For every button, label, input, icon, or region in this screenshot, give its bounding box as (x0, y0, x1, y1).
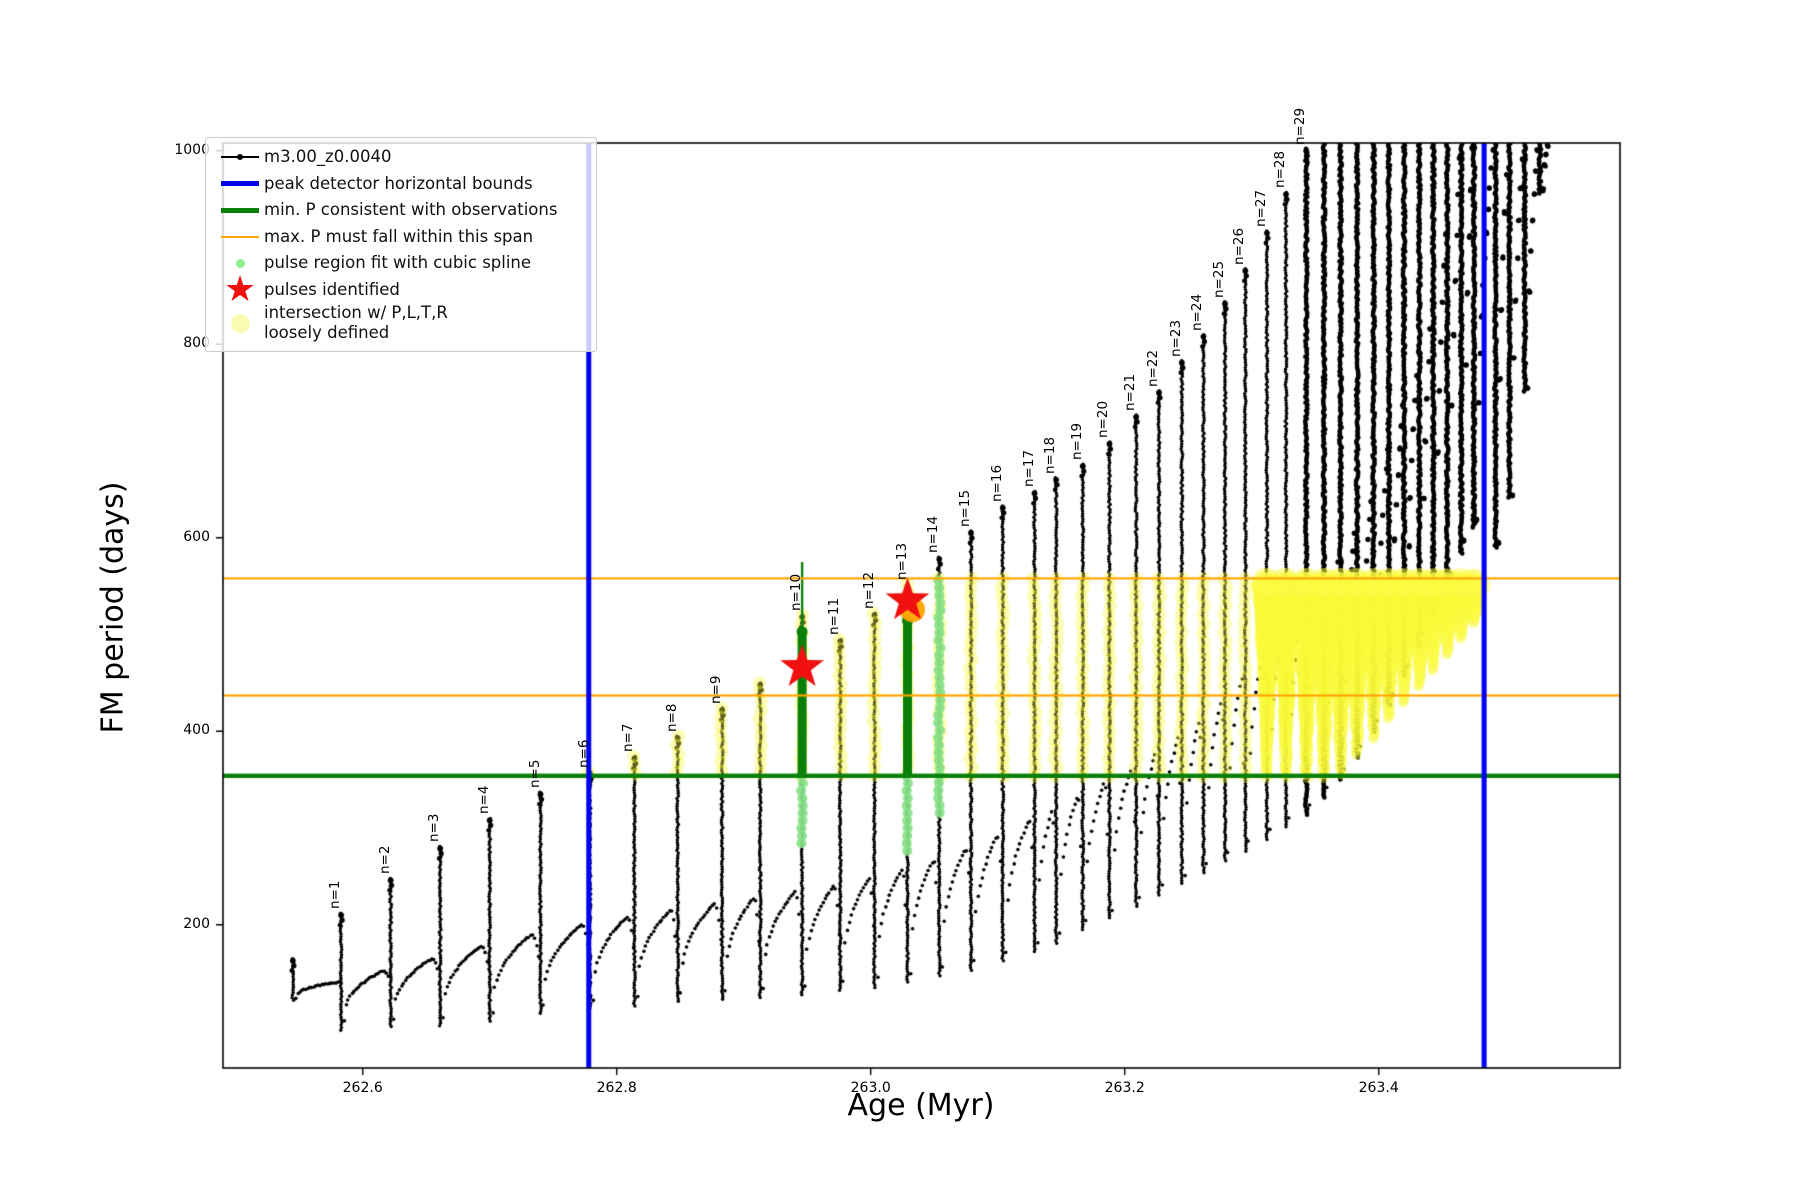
blue-line-marker (221, 181, 259, 187)
x-tick-label: 263.2 (1104, 1080, 1145, 1096)
legend-label: pulse region fit with cubic spline (264, 253, 532, 273)
yellow-dot-marker (230, 313, 250, 333)
pulse-annotation: n=24 (1189, 293, 1206, 331)
legend-label: intersection w/ P,L,T,R loosely defined (264, 303, 448, 342)
legend-entry: pulse region fit with cubic spline (216, 250, 586, 277)
pulse-annotation: n=28 (1271, 151, 1288, 189)
y-tick-label: 200 (183, 915, 210, 932)
legend-label: max. P must fall within this span (264, 226, 534, 246)
orange-line-marker (221, 235, 259, 238)
y-tick-label: 1000 (174, 141, 210, 158)
pulse-annotation: n=6 (576, 739, 593, 768)
pulse-annotation: n=11 (826, 598, 843, 636)
y-tick-label: 800 (183, 335, 210, 352)
series-line-marker (221, 154, 259, 161)
pulse-annotation: n=3 (426, 813, 443, 843)
pulse-annotation: n=10 (788, 574, 805, 612)
pulse-annotation: n=19 (1068, 423, 1085, 461)
x-axis-label: Age (Myr) (847, 1088, 995, 1123)
legend-entry: intersection w/ P,L,T,R loosely defined (216, 303, 586, 343)
pulse-annotation: n=7 (620, 723, 637, 753)
legend-entry: max. P must fall within this span (216, 224, 586, 251)
pulse-annotation: n=9 (708, 675, 725, 705)
x-tick-label: 263.0 (850, 1080, 891, 1096)
pulse-annotation: n=4 (475, 785, 492, 815)
legend-label: peak detector horizontal bounds (264, 173, 533, 193)
pulse-annotation: n=26 (1231, 227, 1248, 265)
star-icon: ★ (223, 268, 257, 310)
y-axis-label: FM period (days) (95, 481, 131, 734)
y-tick-label: 400 (183, 722, 210, 739)
pulse-annotation: n=21 (1122, 373, 1139, 411)
pulse-annotation: n=13 (893, 543, 910, 581)
pulse-annotation: n=22 (1144, 349, 1161, 387)
pulse-annotation: n=23 (1167, 319, 1184, 357)
legend-label: pulses identified (264, 279, 400, 299)
pulse-annotation: n=27 (1252, 190, 1269, 228)
pulse-annotation: n=25 (1211, 260, 1228, 298)
pulse-annotation: n=5 (526, 759, 543, 789)
pulse-annotation: n=2 (376, 845, 393, 875)
legend-entry: ★ pulses identified (216, 268, 586, 310)
x-tick-label: 262.8 (596, 1080, 637, 1096)
legend-entry: min. P consistent with observations (216, 197, 586, 224)
green-line-marker (221, 207, 259, 213)
pulse-annotation: n=1 (327, 880, 344, 910)
legend-entry: peak detector horizontal bounds (216, 171, 586, 198)
pulse-annotation: n=14 (925, 516, 942, 554)
legend-label: min. P consistent with observations (264, 200, 558, 220)
pulse-annotation: n=29 (1292, 107, 1309, 145)
pulse-annotation: n=17 (1020, 450, 1037, 488)
pulse-annotation: n=12 (860, 572, 877, 610)
pulse-annotation: n=16 (988, 464, 1005, 502)
y-tick-label: 600 (183, 528, 210, 545)
green-dot-marker (235, 258, 245, 268)
legend-entry: m3.00_z0.0040 (216, 144, 586, 171)
legend-label: m3.00_z0.0040 (264, 147, 392, 167)
pulse-annotation: n=18 (1042, 436, 1059, 474)
pulse-annotation: n=15 (957, 489, 974, 527)
pulse-annotation: n=8 (663, 703, 680, 733)
pulse-annotation: n=20 (1095, 400, 1112, 438)
x-tick-label: 263.4 (1358, 1080, 1399, 1096)
x-tick-label: 262.6 (342, 1080, 383, 1096)
